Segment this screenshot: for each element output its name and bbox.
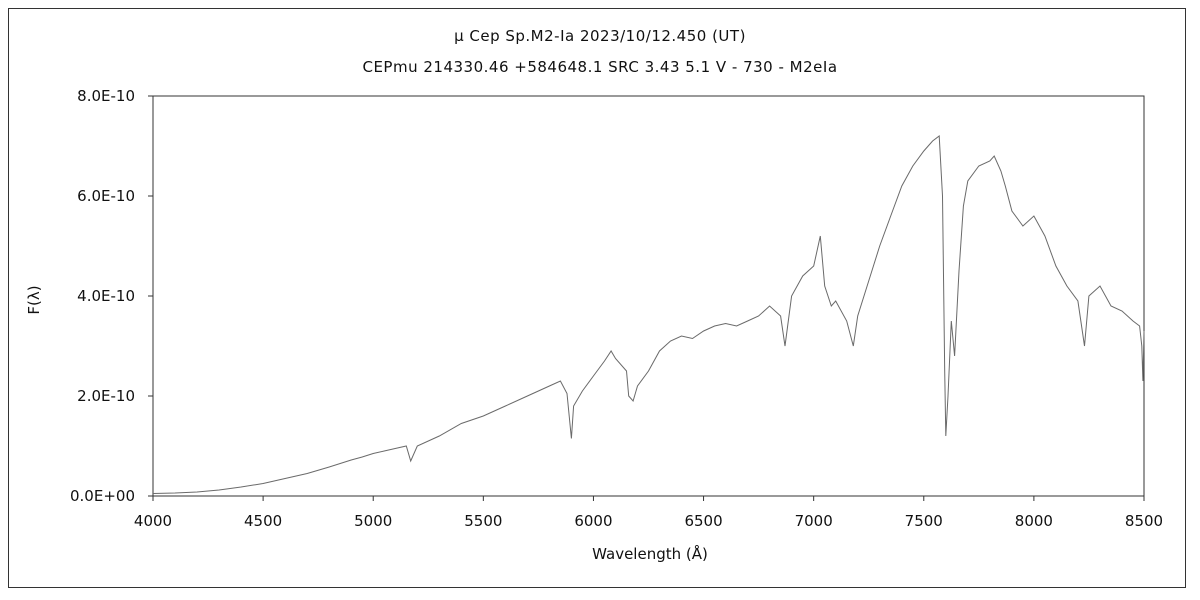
y-tick-label: 4.0E-10 [77,287,135,305]
x-tick-label: 5000 [354,512,392,530]
x-tick-label: 7500 [905,512,943,530]
x-tick-label: 7000 [795,512,833,530]
x-axis-ticks: 4000 4500 5000 5500 6000 6500 7000 7500 8000 8500 [134,496,1163,530]
chart-frame [8,8,1186,588]
x-tick-label: 8500 [1125,512,1163,530]
plot-area [152,95,1145,497]
x-tick-label: 6500 [684,512,722,530]
x-tick-label: 6000 [574,512,612,530]
x-tick-label: 4500 [244,512,282,530]
x-tick-label: 5500 [464,512,502,530]
y-tick-label: 6.0E-10 [77,187,135,205]
y-tick-label: 2.0E-10 [77,387,135,405]
y-tick-label: 8.0E-10 [77,87,135,105]
y-tick-label: 0.0E+00 [70,487,135,505]
y-axis-ticks: 0.0E+00 2.0E-10 4.0E-10 6.0E-10 8.0E-10 [70,87,153,505]
x-tick-label: 8000 [1015,512,1053,530]
chart-title: μ Cep Sp.M2-Ia 2023/10/12.450 (UT) [454,27,746,45]
series-group [152,135,1145,494]
x-tick-label: 4000 [134,512,172,530]
chart-subtitle: CEPmu 214330.46 +584648.1 SRC 3.43 5.1 V… [362,58,838,76]
spectrum-line [152,135,1145,494]
x-axis-label: Wavelength (Å) [592,545,708,563]
